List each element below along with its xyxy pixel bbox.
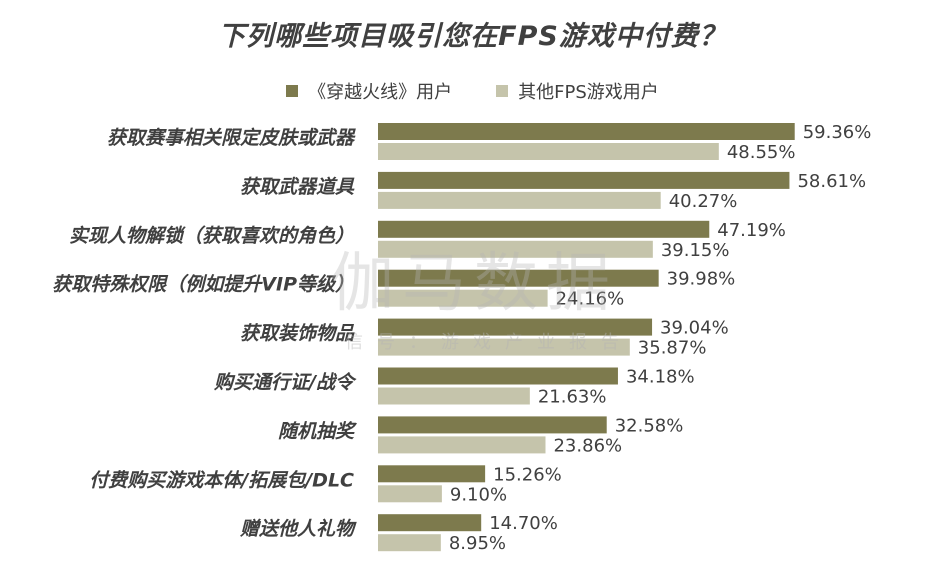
- data-label-series-2: 9.10%: [450, 484, 507, 505]
- bar-series-1: [378, 367, 618, 385]
- bar-series-2: [378, 534, 441, 552]
- data-label-series-1: 59.36%: [803, 122, 872, 143]
- category-label: 实现人物解锁（获取喜欢的角色）: [69, 225, 354, 247]
- legend-item-series-2: 其他FPS游戏用户: [496, 78, 659, 104]
- data-label-series-2: 35.87%: [638, 338, 707, 359]
- bar-series-1: [378, 269, 659, 287]
- category-label: 购买通行证/战令: [213, 372, 357, 394]
- data-label-series-2: 48.55%: [727, 142, 796, 163]
- bar-series-2: [378, 436, 546, 454]
- data-label-series-2: 23.86%: [553, 435, 622, 456]
- data-label-series-2: 8.95%: [449, 533, 506, 554]
- legend-swatch-series-1: [286, 85, 299, 97]
- data-label-series-1: 14.70%: [489, 513, 558, 534]
- bar-series-2: [378, 143, 719, 160]
- data-label-series-1: 32.58%: [615, 415, 684, 436]
- bar-series-1: [378, 171, 790, 189]
- category-label: 随机抽奖: [278, 420, 357, 442]
- bar-series-2: [378, 191, 661, 209]
- legend: 《穿越火线》用户 其他FPS游戏用户: [0, 78, 945, 104]
- data-label-series-1: 39.04%: [660, 318, 729, 339]
- data-label-series-2: 21.63%: [538, 387, 607, 408]
- data-label-series-2: 39.15%: [661, 240, 730, 261]
- data-label-series-1: 47.19%: [717, 220, 786, 241]
- category-label: 获取赛事相关限定皮肤或武器: [107, 127, 356, 149]
- bar-series-1: [378, 123, 795, 140]
- bar-series-2: [378, 240, 653, 258]
- chart-title: 下列哪些项目吸引您在FPS游戏中付费？: [218, 21, 727, 52]
- bar-series-2: [378, 338, 630, 356]
- data-label-series-2: 24.16%: [556, 289, 625, 310]
- category-label: 付费购买游戏本体/拓展包/DLC: [89, 469, 354, 491]
- legend-label-series-2: 其他FPS游戏用户: [518, 82, 659, 103]
- data-label-series-1: 34.18%: [626, 367, 695, 388]
- category-label: 获取装饰物品: [240, 323, 355, 345]
- bar-series-2: [378, 485, 442, 503]
- data-label-series-1: 39.98%: [667, 269, 736, 290]
- legend-swatch-series-2: [496, 85, 509, 97]
- bar-series-2: [378, 289, 548, 307]
- bar-series-1: [378, 220, 710, 238]
- legend-item-series-1: 《穿越火线》用户: [286, 78, 452, 104]
- category-label: 获取武器道具: [240, 176, 355, 198]
- category-label: 赠送他人礼物: [240, 518, 357, 540]
- data-label-series-2: 40.27%: [669, 191, 738, 212]
- bar-series-1: [378, 318, 653, 336]
- bar-series-1: [378, 465, 486, 483]
- category-label: 获取特殊权限（例如提升VIP等级）: [52, 274, 354, 296]
- data-label-series-1: 58.61%: [797, 171, 866, 192]
- bar-series-1: [378, 514, 482, 532]
- bar-series-2: [378, 387, 530, 405]
- data-label-series-1: 15.26%: [493, 464, 562, 485]
- legend-label-series-1: 《穿越火线》用户: [308, 82, 453, 103]
- bar-series-1: [378, 416, 607, 434]
